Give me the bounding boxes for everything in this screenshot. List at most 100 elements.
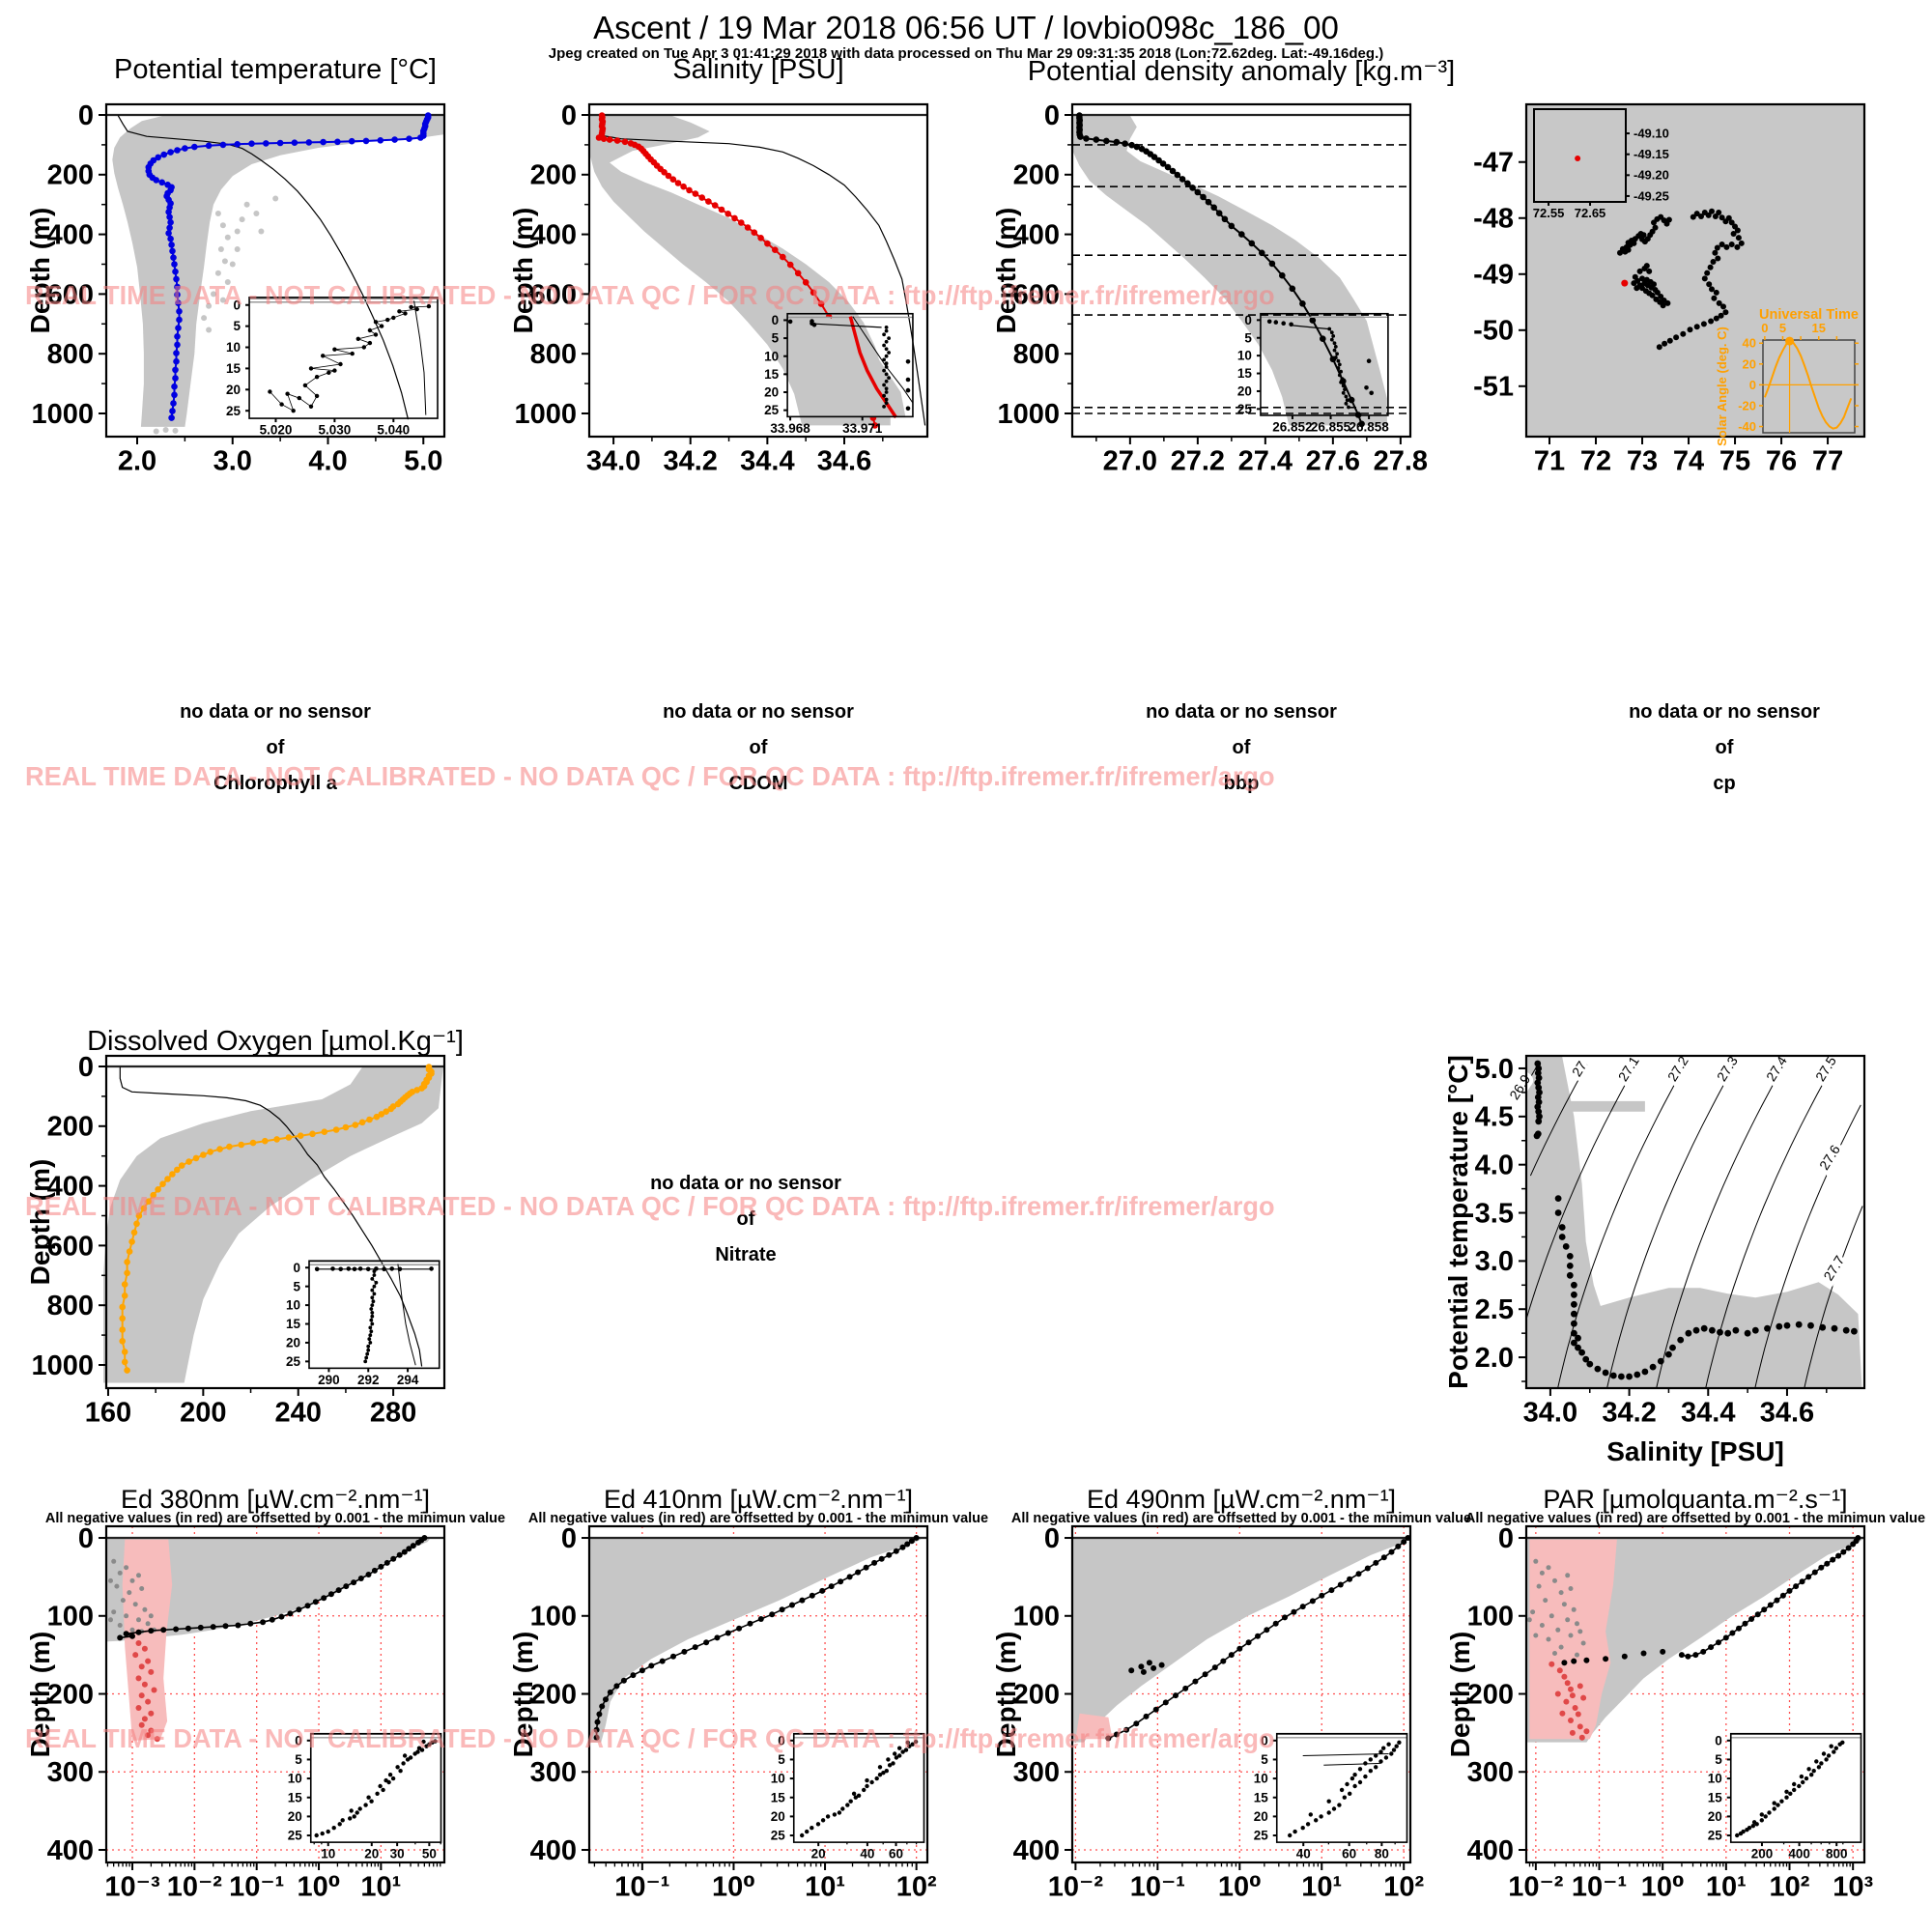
data-point: [207, 1149, 213, 1155]
data-point: [114, 1583, 120, 1589]
svg-text:400: 400: [47, 219, 94, 250]
data-point: [200, 1151, 207, 1158]
data-point: [1397, 1740, 1402, 1746]
svg-text:-51: -51: [1473, 372, 1514, 403]
data-point: [1358, 420, 1365, 428]
data-point: [1715, 255, 1721, 262]
data-point: [1266, 319, 1272, 325]
data-point: [1577, 1629, 1583, 1634]
data-point: [1565, 1617, 1571, 1623]
data-point: [1720, 303, 1726, 310]
data-point: [1530, 1609, 1536, 1615]
data-point: [1685, 1653, 1691, 1660]
watermark-row4: REAL TIME DATA - NOT CALIBRATED - NO DAT…: [25, 1723, 1275, 1753]
svg-text:10³: 10³: [1833, 1872, 1873, 1903]
svg-text:100: 100: [530, 1602, 577, 1633]
cloud: [790, 316, 906, 418]
data-point: [1625, 246, 1632, 253]
data-point: [855, 1569, 862, 1576]
data-point: [171, 383, 178, 390]
data-point: [1383, 1755, 1389, 1760]
data-point: [884, 372, 889, 377]
data-point: [1711, 295, 1718, 301]
data-point: [1380, 1554, 1387, 1561]
data-point: [1238, 231, 1245, 238]
data-point: [363, 1359, 368, 1364]
data-point: [1788, 1791, 1793, 1797]
data-point: [206, 327, 213, 333]
data-point: [1712, 249, 1719, 256]
data-point: [613, 1683, 620, 1690]
svg-text:34.0: 34.0: [586, 446, 640, 477]
data-point: [276, 139, 284, 147]
data-point: [1719, 242, 1725, 247]
data-point: [1572, 1705, 1578, 1711]
data-point: [262, 1137, 269, 1145]
data-point: [1569, 1729, 1576, 1736]
data-point: [148, 1710, 155, 1717]
svg-text:-49.10: -49.10: [1634, 127, 1669, 141]
data-point: [408, 1755, 413, 1760]
data-point: [135, 1629, 142, 1635]
data-point: [384, 1559, 390, 1566]
data-point: [669, 176, 677, 183]
data-point: [1654, 289, 1661, 296]
data-point: [1716, 1639, 1721, 1646]
data-point: [121, 1281, 128, 1288]
cloud: [1526, 1282, 1862, 1387]
data-point: [330, 1266, 335, 1271]
data-point: [197, 1624, 204, 1631]
svg-text:20: 20: [1743, 356, 1756, 371]
data-point: [894, 1755, 899, 1760]
svg-text:10⁻¹: 10⁻¹: [1130, 1872, 1185, 1903]
data-point: [1772, 1806, 1776, 1811]
data-point: [1331, 1806, 1337, 1811]
data-point: [367, 327, 373, 333]
data-point: [1640, 1650, 1647, 1657]
data-point: [1548, 1661, 1555, 1667]
data-point: [1268, 260, 1276, 268]
data-point: [1701, 275, 1708, 282]
profile-line: [813, 323, 882, 328]
data-point: [1678, 1652, 1685, 1659]
data-point: [176, 316, 183, 324]
axis-label-depth-par: Depth (m): [1445, 1631, 1475, 1758]
isopycnal-label: 27.7: [1820, 1253, 1847, 1284]
data-point: [297, 1132, 304, 1139]
data-point: [661, 169, 668, 176]
data-point: [1309, 1598, 1316, 1605]
isopycnal-line: [1557, 1064, 1687, 1389]
data-point: [1546, 1636, 1551, 1642]
data-point: [219, 297, 226, 303]
svg-text:100: 100: [47, 1602, 94, 1633]
data-point: [350, 351, 355, 356]
data-point: [1660, 1648, 1666, 1655]
data-point: [865, 1777, 869, 1783]
data-point: [1554, 1195, 1562, 1202]
data-point: [1339, 369, 1343, 374]
data-point: [887, 1763, 893, 1768]
svg-text:10: 10: [288, 1772, 302, 1786]
data-point: [1395, 1543, 1402, 1549]
data-point: [1722, 1634, 1729, 1641]
data-point: [600, 135, 608, 142]
data-point: [1355, 1571, 1362, 1577]
data-point: [145, 1732, 152, 1739]
data-point: [426, 303, 432, 309]
data-point: [1386, 1742, 1391, 1747]
data-point: [368, 1325, 373, 1330]
data-point: [1378, 1759, 1383, 1764]
data-point: [1228, 222, 1236, 230]
data-point: [1761, 1606, 1768, 1613]
data-point: [383, 1108, 390, 1115]
data-point: [1533, 1558, 1539, 1564]
data-point: [1792, 1781, 1797, 1787]
svg-text:200: 200: [180, 1398, 226, 1429]
data-point: [108, 1577, 113, 1583]
data-point: [1793, 1583, 1800, 1590]
data-point: [1123, 1726, 1130, 1733]
data-point: [1824, 1757, 1829, 1762]
data-point: [1652, 224, 1659, 231]
data-point: [1700, 321, 1707, 327]
data-point: [832, 1812, 838, 1817]
